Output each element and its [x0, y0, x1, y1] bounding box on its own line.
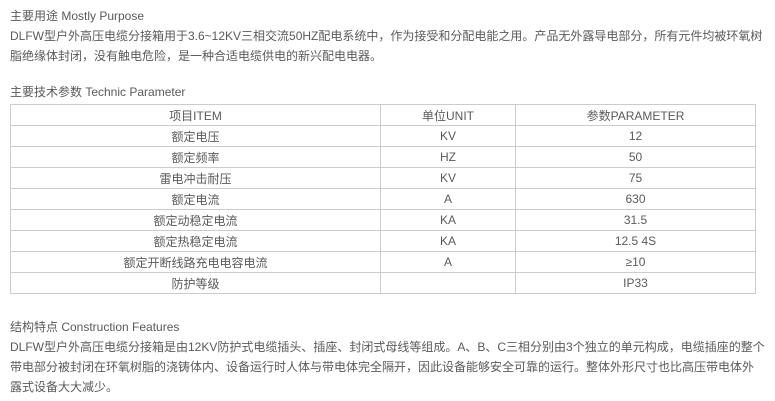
table-cell: [380, 272, 516, 294]
purpose-body-text: DLFW型户外高压电缆分接箱用于3.6~12KV三相交流50HZ配电系统中，作为…: [10, 29, 763, 63]
construction-body-text: DLFW型户外高压电缆分接箱是由12KV防护式电缆插头、插座、封闭式母线等组成。…: [10, 340, 765, 394]
table-cell: IP33: [515, 272, 756, 294]
table-header-cell-parameter: 参数PARAMETER: [515, 104, 756, 126]
table-cell: 额定开断线路充电电容电流: [10, 251, 381, 273]
table-cell: A: [380, 251, 516, 273]
table-header-cell-unit: 单位UNIT: [380, 104, 516, 126]
table-row: 额定电压 KV 12: [10, 125, 756, 147]
parameters-table-body: 额定电压 KV 12 额定频率 HZ 50 雷电冲击耐压 KV 75 额定电流 A 630 额定动稳定电…: [10, 125, 756, 294]
table-cell: 额定热稳定电流: [10, 230, 381, 252]
table-cell: 防护等级: [10, 272, 381, 294]
table-cell: 31.5: [515, 209, 756, 231]
table-cell: 额定电流: [10, 188, 381, 210]
table-header-row: 项目ITEM 单位UNIT 参数PARAMETER: [10, 104, 756, 126]
table-cell: 额定频率: [10, 146, 381, 168]
table-row: 雷电冲击耐压 KV 75: [10, 167, 756, 189]
section-heading-parameters: 主要技术参数 Technic Parameter: [10, 85, 186, 99]
table-cell: KV: [380, 125, 516, 147]
table-cell: 75: [515, 167, 756, 189]
table-row: 额定电流 A 630: [10, 188, 756, 210]
parameters-table: 项目ITEM 单位UNIT 参数PARAMETER 额定电压 KV 12 额定频率 HZ…: [10, 104, 756, 294]
table-cell: 12: [515, 125, 756, 147]
table-cell: KA: [380, 209, 516, 231]
table-cell: 雷电冲击耐压: [10, 167, 381, 189]
table-cell: 额定电压: [10, 125, 381, 147]
table-cell: KA: [380, 230, 516, 252]
table-row: 防护等级 IP33: [10, 272, 756, 294]
table-cell: 12.5 4S: [515, 230, 756, 252]
section-heading-purpose: 主要用途 Mostly Purpose: [10, 9, 145, 23]
section-heading-construction: 结构特点 Construction Features: [10, 320, 180, 334]
table-cell: KV: [380, 167, 516, 189]
table-row: 额定开断线路充电电容电流 A ≥10: [10, 251, 756, 273]
table-cell: HZ: [380, 146, 516, 168]
table-cell: 50: [515, 146, 756, 168]
table-cell: 额定动稳定电流: [10, 209, 381, 231]
table-row: 额定热稳定电流 KA 12.5 4S: [10, 230, 756, 252]
table-row: 额定动稳定电流 KA 31.5: [10, 209, 756, 231]
table-cell: A: [380, 188, 516, 210]
table-header-cell-item: 项目ITEM: [10, 104, 381, 126]
table-cell: 630: [515, 188, 756, 210]
table-row: 额定频率 HZ 50: [10, 146, 756, 168]
table-cell: ≥10: [515, 251, 756, 273]
